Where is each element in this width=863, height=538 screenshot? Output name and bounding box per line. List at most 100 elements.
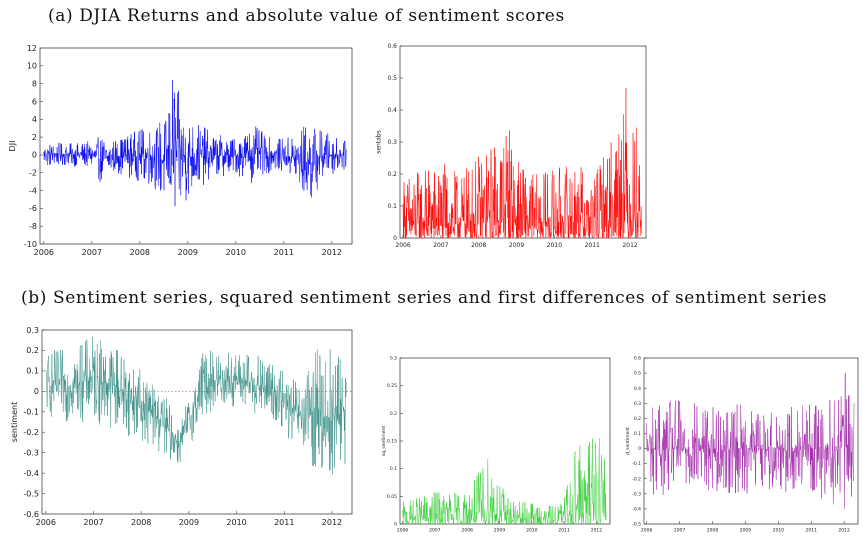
x-tick-label: 2010 (547, 242, 562, 249)
y-tick-label: -0.5 (23, 489, 39, 498)
chart-sentabs: 0 0.1 0.2 0.3 0.4 0.5 0.6 2006 2007 2008 2009 2010 2… (375, 43, 647, 249)
x-tick-label: 2009 (740, 528, 752, 534)
y-tick-label: 0.3 (387, 139, 397, 146)
y-tick-label: -8 (29, 222, 37, 231)
x-tick-label: 2012 (591, 528, 603, 534)
x-tick-label: 2008 (471, 242, 486, 249)
x-tick-label: 2007 (433, 242, 448, 249)
x-tick-label: 2012 (838, 528, 850, 534)
x-tick-label: 2011 (585, 242, 600, 249)
x-tick-label: 2006 (34, 248, 54, 257)
x-tick-label: 2006 (36, 518, 56, 527)
y-tick-label: -10 (24, 240, 37, 249)
x-tick-label: 2010 (226, 518, 246, 527)
y-tick-label: 2 (32, 133, 37, 142)
y-tick-label: 0.6 (634, 356, 641, 362)
x-tick-label: 2008 (707, 528, 719, 534)
x-tick-label: 2009 (509, 242, 524, 249)
y-tick-label: 0.5 (634, 371, 641, 377)
x-tick-label: 2006 (395, 242, 410, 249)
series-line (646, 372, 855, 510)
x-tick-label: 2008 (461, 528, 473, 534)
chart-djia-returns: -10 -8 -6 -4 -2 0 2 4 6 8 10 12 2006 2007 2008 2009 2010… (8, 44, 353, 257)
x-tick-label: 2012 (322, 248, 342, 257)
y-tick-label: 0.2 (387, 171, 397, 178)
x-tick-label: 2009 (494, 528, 506, 534)
y-axis-label: sentabs (375, 130, 382, 154)
y-tick-label: 0 (32, 151, 37, 160)
caption-b: (b) Sentiment series, squared sentiment … (21, 288, 828, 308)
x-tick-label: 2010 (526, 528, 538, 534)
y-tick-label: 0.4 (387, 107, 397, 114)
y-tick-label: -0.1 (632, 461, 641, 467)
y-tick-label: 0.25 (387, 383, 397, 389)
x-tick-label: 2008 (130, 248, 150, 257)
x-tick-label: 2007 (429, 528, 441, 534)
y-axis-label: d_sentiment (625, 427, 631, 455)
y-tick-label: 0 (393, 235, 397, 242)
y-tick-label: 8 (32, 79, 37, 88)
y-axis-label: sentiment (10, 402, 19, 442)
y-axis-label: DJI (8, 141, 17, 152)
y-tick-label: 12 (27, 44, 37, 53)
y-tick-label: 0.05 (387, 494, 397, 500)
y-tick-label: 0.3 (390, 356, 397, 362)
x-tick-label: 2012 (622, 242, 637, 249)
y-tick-label: 4 (32, 115, 37, 124)
y-tick-label: 0.3 (26, 326, 39, 335)
y-tick-label: 0.1 (390, 466, 397, 472)
y-tick-label: 0.2 (634, 416, 641, 422)
series-line (43, 79, 347, 207)
plot-frame (41, 329, 353, 515)
x-tick-label: 2011 (806, 528, 818, 534)
x-tick-label: 2007 (83, 518, 103, 527)
y-axis-label: sq_sentiment (381, 426, 387, 456)
series-line (402, 437, 607, 525)
series-line (45, 336, 347, 475)
y-tick-label: -0.6 (23, 510, 39, 519)
y-tick-label: 0 (34, 387, 39, 396)
x-tick-label: 2012 (322, 518, 342, 527)
x-tick-label: 2010 (226, 248, 246, 257)
y-tick-label: 0.1 (26, 367, 39, 376)
y-tick-label: -6 (29, 204, 37, 213)
x-tick-label: 2006 (641, 528, 653, 534)
y-tick-label: -0.3 (23, 448, 39, 457)
series-line (402, 88, 642, 239)
y-tick-label: 0.3 (634, 401, 641, 407)
y-tick-label: 0.6 (387, 43, 397, 50)
y-tick-label: -4 (29, 186, 37, 195)
x-tick-label: 2008 (131, 518, 151, 527)
x-tick-label: 2009 (179, 518, 199, 527)
y-tick-label: -2 (29, 169, 37, 178)
y-tick-label: -0.2 (23, 428, 39, 437)
chart-d-sentiment: -0.5 -0.4 -0.3 -0.2 -0.1 0 0.1 0.2 0.3 0.4 0.5 0.6 2… (625, 356, 859, 534)
x-tick-label: 2011 (274, 518, 294, 527)
y-tick-label: 10 (27, 62, 37, 71)
y-tick-label: 0 (638, 446, 641, 452)
y-tick-label: 0.4 (634, 386, 641, 392)
x-tick-label: 2007 (82, 248, 102, 257)
y-tick-label: 0.2 (26, 346, 39, 355)
plot-frame (643, 357, 859, 525)
y-tick-label: 0.1 (387, 203, 397, 210)
y-tick-label: 0 (394, 522, 397, 528)
x-tick-label: 2009 (178, 248, 198, 257)
y-tick-label: -0.4 (23, 469, 39, 478)
x-tick-label: 2011 (558, 528, 570, 534)
y-tick-label: 0.15 (387, 439, 397, 445)
chart-sq-sentiment: 0 0.05 0.1 0.15 0.2 0.25 0.3 2006 2007 2008 2009 20… (381, 356, 611, 534)
chart-sentiment: -0.6 -0.5 -0.4 -0.3 -0.2 -0.1 0 0.1 0.2 0.3 2006 20… (10, 326, 353, 527)
x-tick-label: 2011 (274, 248, 294, 257)
x-tick-label: 2007 (674, 528, 686, 534)
y-tick-label: 0.5 (387, 75, 397, 82)
y-tick-label: -0.1 (23, 408, 39, 417)
y-tick-label: 6 (32, 97, 37, 106)
caption-a: (a) DJIA Returns and absolute value of s… (48, 6, 565, 26)
y-tick-label: 0.2 (390, 411, 397, 417)
y-tick-label: -0.4 (632, 506, 641, 512)
x-tick-label: 2010 (773, 528, 785, 534)
y-tick-label: -0.5 (632, 522, 641, 528)
y-tick-label: 0.1 (634, 431, 641, 437)
y-tick-label: -0.2 (632, 476, 641, 482)
